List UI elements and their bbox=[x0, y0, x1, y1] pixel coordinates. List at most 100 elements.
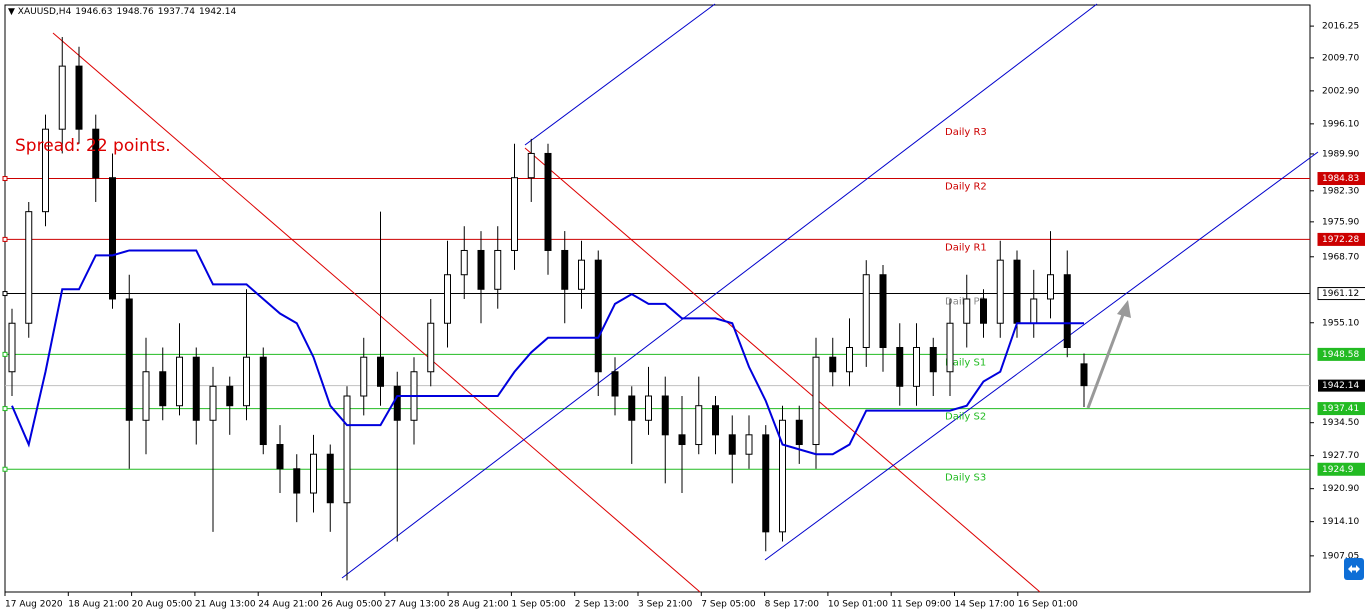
candle-body bbox=[862, 274, 870, 348]
y-tick-label: 1927.70 bbox=[1322, 451, 1359, 461]
low: 1937.74 bbox=[158, 7, 195, 17]
price-tag-label: 1924.9 bbox=[1322, 465, 1354, 475]
x-tick-label: 7 Sep 05:00 bbox=[701, 600, 756, 610]
level-marker bbox=[2, 351, 8, 357]
candle-body bbox=[259, 356, 267, 446]
x-tick-label: 14 Sep 17:00 bbox=[955, 600, 1015, 610]
trend-line bbox=[764, 151, 1319, 561]
candle-body bbox=[829, 356, 837, 373]
level-label: Daily S2 bbox=[945, 412, 986, 423]
candle-body bbox=[1030, 298, 1038, 324]
candle-body bbox=[678, 434, 686, 446]
candle-body bbox=[92, 128, 100, 179]
candle-body bbox=[8, 322, 16, 373]
price-tag-label: 1984.83 bbox=[1322, 174, 1359, 184]
level-marker bbox=[2, 406, 8, 412]
level-marker bbox=[2, 291, 8, 297]
price-tag-label: 1937.41 bbox=[1322, 404, 1359, 414]
candle-body bbox=[728, 434, 736, 455]
price-tag bbox=[1317, 402, 1365, 416]
y-tick-label: 1934.50 bbox=[1322, 418, 1359, 428]
candle-body bbox=[192, 356, 200, 421]
y-tick-label: 1907.05 bbox=[1322, 551, 1359, 561]
x-tick-label: 8 Sep 17:00 bbox=[765, 600, 820, 610]
candle-body bbox=[846, 346, 853, 373]
candle-body bbox=[611, 371, 619, 397]
candle-body bbox=[628, 395, 636, 421]
candle-body bbox=[645, 395, 652, 421]
price-tag-label: 1961.12 bbox=[1322, 289, 1359, 299]
candle-body bbox=[929, 346, 937, 373]
candle-body bbox=[695, 405, 703, 446]
level-marker bbox=[2, 176, 8, 182]
price-tag bbox=[1317, 232, 1365, 246]
level-label: Daily R1 bbox=[945, 242, 987, 253]
background-layer bbox=[5, 178, 1310, 470]
candle-body bbox=[109, 177, 116, 300]
x-tick-label: 28 Aug 21:00 bbox=[448, 600, 509, 610]
candle-body bbox=[125, 298, 133, 421]
candle-body bbox=[913, 346, 920, 387]
chart-header: ▼ XAUUSD,H4 1946.63 1948.76 1937.74 1942.14 bbox=[8, 7, 236, 17]
y-tick-label: 1989.90 bbox=[1322, 149, 1359, 159]
candle-body bbox=[460, 249, 468, 276]
level-label: Daily S3 bbox=[945, 472, 986, 483]
current-price-label: 1942.14 bbox=[1322, 381, 1359, 391]
candle-body bbox=[42, 128, 49, 213]
x-tick-label: 17 Aug 2020 bbox=[5, 600, 63, 610]
indicator-line bbox=[11, 249, 1084, 456]
candle-body bbox=[561, 249, 569, 290]
candle-body bbox=[142, 371, 150, 421]
app-icon-glyph bbox=[1348, 565, 1360, 573]
candle-body bbox=[293, 468, 301, 494]
candle-body bbox=[996, 259, 1004, 324]
candle-body bbox=[762, 434, 770, 533]
candle-body bbox=[527, 152, 535, 179]
arrow-shaft bbox=[1086, 311, 1126, 409]
candle-body bbox=[795, 419, 803, 446]
candle-body bbox=[494, 249, 502, 290]
high: 1948.76 bbox=[117, 7, 154, 17]
x-tick-label: 18 Aug 21:00 bbox=[68, 600, 129, 610]
y-tick-label: 1955.10 bbox=[1322, 318, 1359, 328]
candle-body bbox=[812, 356, 820, 446]
candle-body bbox=[176, 356, 183, 407]
candle-body bbox=[393, 385, 401, 421]
candle-body bbox=[980, 298, 987, 324]
candle-body bbox=[1013, 259, 1021, 324]
x-tick-label: 1 Sep 05:00 bbox=[511, 600, 566, 610]
candle-body bbox=[444, 274, 451, 324]
candle-body bbox=[276, 444, 284, 470]
candle-body bbox=[896, 346, 904, 387]
candle-body bbox=[1080, 363, 1088, 387]
y-tick-label: 2016.25 bbox=[1322, 22, 1359, 32]
candle-body bbox=[477, 249, 485, 290]
x-tick-label: 27 Aug 13:00 bbox=[385, 600, 446, 610]
candle-body bbox=[963, 298, 971, 324]
candle-body bbox=[544, 152, 552, 251]
x-tick-label: 26 Aug 05:00 bbox=[322, 600, 383, 610]
trend-lines bbox=[52, 3, 1319, 593]
level-label: Daily S1 bbox=[945, 357, 986, 368]
trend-line bbox=[52, 32, 701, 593]
y-tick-label: 1920.90 bbox=[1322, 484, 1359, 494]
price-tag bbox=[1317, 462, 1365, 476]
candle-body bbox=[75, 65, 83, 130]
candle-body bbox=[1047, 274, 1054, 300]
y-tick-label: 2009.70 bbox=[1322, 53, 1359, 63]
symbol: XAUUSD,H4 bbox=[18, 7, 72, 17]
level-label: Daily R3 bbox=[945, 127, 987, 138]
x-tick-label: 11 Sep 09:00 bbox=[891, 600, 951, 610]
candle-body bbox=[159, 371, 167, 407]
x-tick-label: 2 Sep 13:00 bbox=[575, 600, 630, 610]
y-tick-label: 1982.30 bbox=[1322, 186, 1359, 196]
candle-body bbox=[427, 322, 435, 373]
candle-body bbox=[226, 385, 234, 407]
current-price-tag bbox=[1318, 379, 1365, 392]
x-tick-label: 20 Aug 05:00 bbox=[132, 600, 193, 610]
candle-body bbox=[745, 434, 753, 455]
candle-body bbox=[377, 356, 384, 387]
x-tick-label: 3 Sep 21:00 bbox=[638, 600, 693, 610]
candle-body bbox=[25, 211, 33, 324]
y-tick-label: 1975.90 bbox=[1322, 217, 1359, 227]
